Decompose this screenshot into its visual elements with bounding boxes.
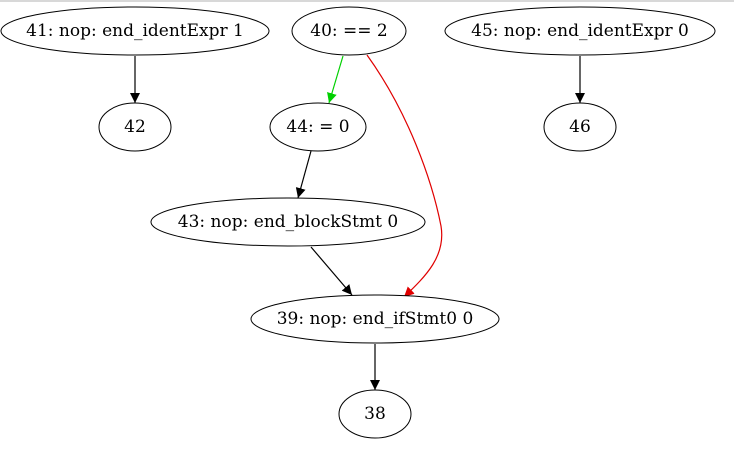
node-38: 38 xyxy=(338,389,412,439)
edge-layer xyxy=(130,54,585,390)
node-shape-44 xyxy=(269,102,367,152)
node-shape-40 xyxy=(291,6,407,56)
edge-43-39 xyxy=(310,246,353,296)
node-40: 40: == 2 xyxy=(291,6,407,56)
node-44: 44: = 0 xyxy=(269,102,367,152)
node-39: 39: nop: end_ifStmt0 0 xyxy=(250,294,500,344)
node-label-45: 45: nop: end_identExpr 0 xyxy=(471,21,689,41)
node-label-38: 38 xyxy=(364,404,386,424)
node-label-41: 41: nop: end_identExpr 1 xyxy=(26,21,244,41)
edge-40-39 xyxy=(366,54,443,298)
edge-40-44 xyxy=(327,55,344,104)
node-43: 43: nop: end_blockStmt 0 xyxy=(150,197,426,247)
edge-line-40-44 xyxy=(327,55,344,104)
node-label-43: 43: nop: end_blockStmt 0 xyxy=(178,212,398,232)
node-shape-42 xyxy=(98,102,172,152)
node-label-40: 40: == 2 xyxy=(310,21,387,41)
node-shape-46 xyxy=(543,102,617,152)
top-border xyxy=(0,0,734,2)
node-shape-38 xyxy=(338,389,412,439)
node-label-44: 44: = 0 xyxy=(286,117,349,137)
edge-line-43-39 xyxy=(310,246,353,296)
node-layer: 41: nop: end_identExpr 1 42 40: == 2 44: = … xyxy=(0,6,716,439)
node-shape-43 xyxy=(150,197,426,247)
edge-line-40-39 xyxy=(366,54,443,298)
node-shape-41 xyxy=(0,6,270,56)
node-42: 42 xyxy=(98,102,172,152)
node-shape-45 xyxy=(444,6,716,56)
node-45: 45: nop: end_identExpr 0 xyxy=(444,6,716,56)
node-label-39: 39: nop: end_ifStmt0 0 xyxy=(277,309,474,329)
node-label-46: 46 xyxy=(569,117,591,137)
edge-line-44-43 xyxy=(295,150,312,199)
edge-44-43 xyxy=(295,150,312,199)
node-41: 41: nop: end_identExpr 1 xyxy=(0,6,270,56)
node-46: 46 xyxy=(543,102,617,152)
node-label-42: 42 xyxy=(124,117,146,137)
node-shape-39 xyxy=(250,294,500,344)
